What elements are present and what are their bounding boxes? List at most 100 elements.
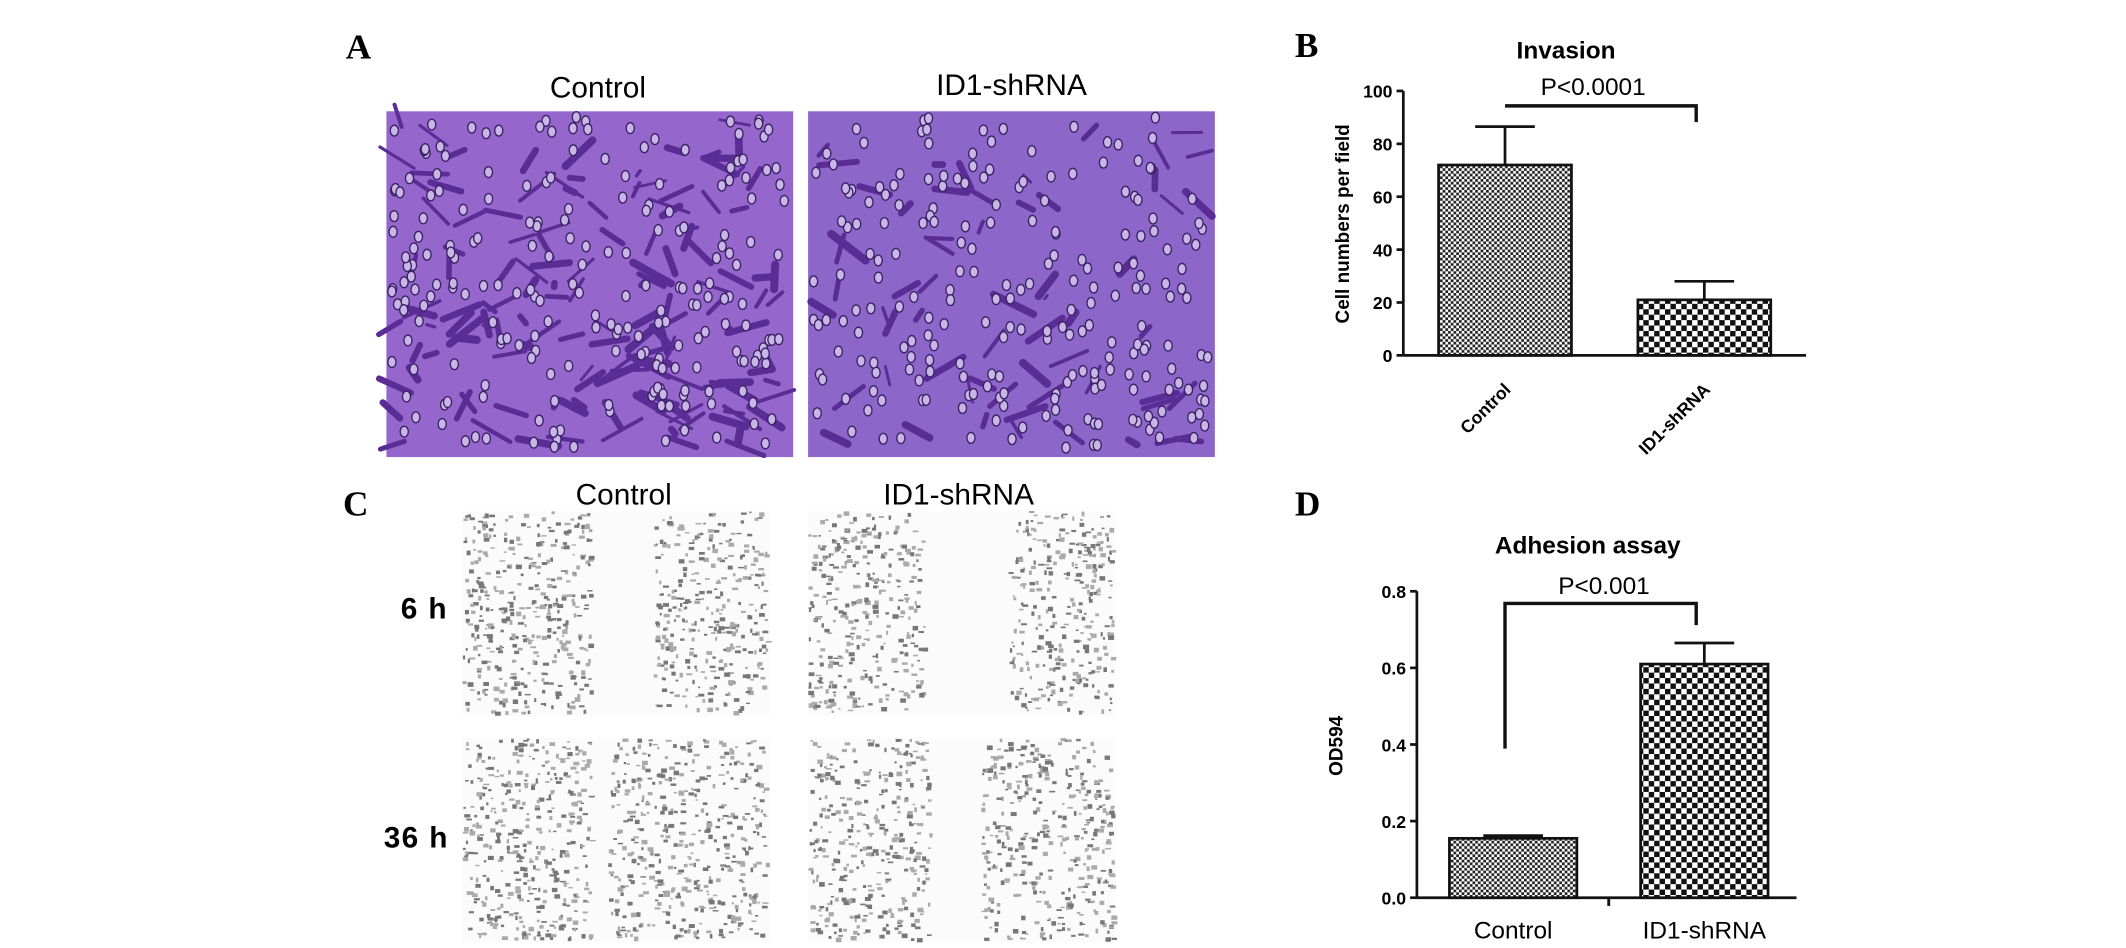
cell-speck (1111, 921, 1118, 925)
cell-speck (872, 655, 877, 658)
cell-speck (547, 810, 553, 813)
cell-process (819, 428, 852, 448)
cell-speck (491, 807, 496, 810)
cell-speck (639, 856, 644, 860)
cell-speck (763, 845, 768, 847)
cell-speck (570, 675, 576, 680)
pore (1182, 232, 1192, 245)
cell-speck (528, 755, 532, 758)
cell-speck (1045, 609, 1049, 614)
cell-speck (1065, 772, 1069, 776)
cell-speck (1079, 581, 1084, 584)
cell-speck (551, 511, 555, 515)
cell-speck (509, 676, 516, 679)
cell-speck (1110, 656, 1117, 661)
cell-speck (827, 655, 833, 660)
cell-speck (817, 848, 822, 851)
cell-speck (527, 671, 531, 675)
cell-speck (1029, 588, 1035, 593)
cell-speck (862, 545, 867, 549)
pore (704, 277, 715, 290)
cell-speck (578, 750, 581, 753)
cell-speck (691, 787, 694, 791)
cell-speck (1109, 873, 1116, 878)
cell-speck (467, 851, 474, 855)
cell-speck (877, 915, 884, 919)
cell-speck (539, 904, 545, 909)
cell-speck (609, 898, 614, 902)
cell-speck (991, 865, 998, 870)
pore (1145, 161, 1156, 175)
cell-speck (866, 638, 870, 642)
cell-speck (1081, 616, 1086, 621)
cell-speck (464, 609, 469, 615)
cell-speck (900, 698, 906, 703)
cell-speck (1109, 560, 1115, 564)
pore (1194, 407, 1205, 421)
cell-speck (499, 856, 504, 861)
cell-speck (1025, 739, 1030, 743)
cell-speck (695, 814, 699, 817)
cell-speck (1100, 541, 1104, 544)
pore (864, 196, 874, 209)
cell-speck (1100, 825, 1105, 829)
cell-speck (751, 920, 757, 923)
cell-speck (1044, 760, 1050, 765)
cell-process (529, 259, 574, 270)
cell-speck (1082, 677, 1087, 680)
cell-speck (551, 868, 555, 871)
pore (568, 122, 578, 135)
cell-speck (493, 810, 497, 814)
cell-speck (727, 692, 731, 697)
cell-speck (1088, 598, 1093, 603)
cell-speck (760, 933, 766, 938)
cell-speck (1087, 844, 1094, 848)
cell-speck (1052, 781, 1057, 785)
cell-speck (820, 648, 826, 652)
cell-speck (863, 638, 869, 641)
cell-speck (639, 922, 644, 928)
cell-speck (698, 686, 701, 689)
pore (1120, 228, 1131, 241)
cell-speck (565, 640, 571, 644)
cell-speck (587, 513, 591, 516)
cell-speck (633, 836, 639, 839)
cell-speck (1081, 828, 1086, 831)
cell-speck (1034, 921, 1040, 925)
cell-speck (848, 843, 855, 846)
cell-speck (496, 769, 499, 773)
cell-speck (819, 662, 824, 667)
cell-speck (664, 778, 670, 781)
cell-speck (1036, 807, 1041, 812)
cell-speck (1073, 811, 1077, 816)
pore (389, 209, 399, 223)
cell-speck (825, 768, 832, 770)
cell-speck (852, 584, 859, 589)
cell-speck (580, 514, 586, 517)
cell-speck (508, 592, 514, 594)
cell-speck (532, 659, 535, 665)
cell-speck (614, 899, 620, 904)
cell-speck (906, 814, 913, 819)
pore (909, 290, 919, 304)
cell-speck (715, 825, 721, 829)
cell-speck (1015, 560, 1019, 565)
cell-speck (752, 546, 755, 550)
cell-speck (712, 544, 715, 549)
cell-speck (849, 869, 854, 874)
cell-speck (558, 926, 564, 930)
cell-speck (740, 762, 745, 766)
cell-speck (488, 845, 493, 850)
cell-speck (917, 548, 924, 551)
cell-speck (538, 887, 541, 892)
cell-speck (1027, 701, 1033, 703)
cell-speck (1016, 784, 1020, 790)
pore (406, 270, 417, 283)
cell-speck (726, 770, 730, 775)
cell-speck (464, 855, 469, 859)
cell-speck (693, 931, 698, 935)
cell-speck (916, 590, 922, 595)
pore (549, 440, 560, 453)
cell-speck (681, 748, 687, 751)
cell-speck (753, 621, 758, 625)
